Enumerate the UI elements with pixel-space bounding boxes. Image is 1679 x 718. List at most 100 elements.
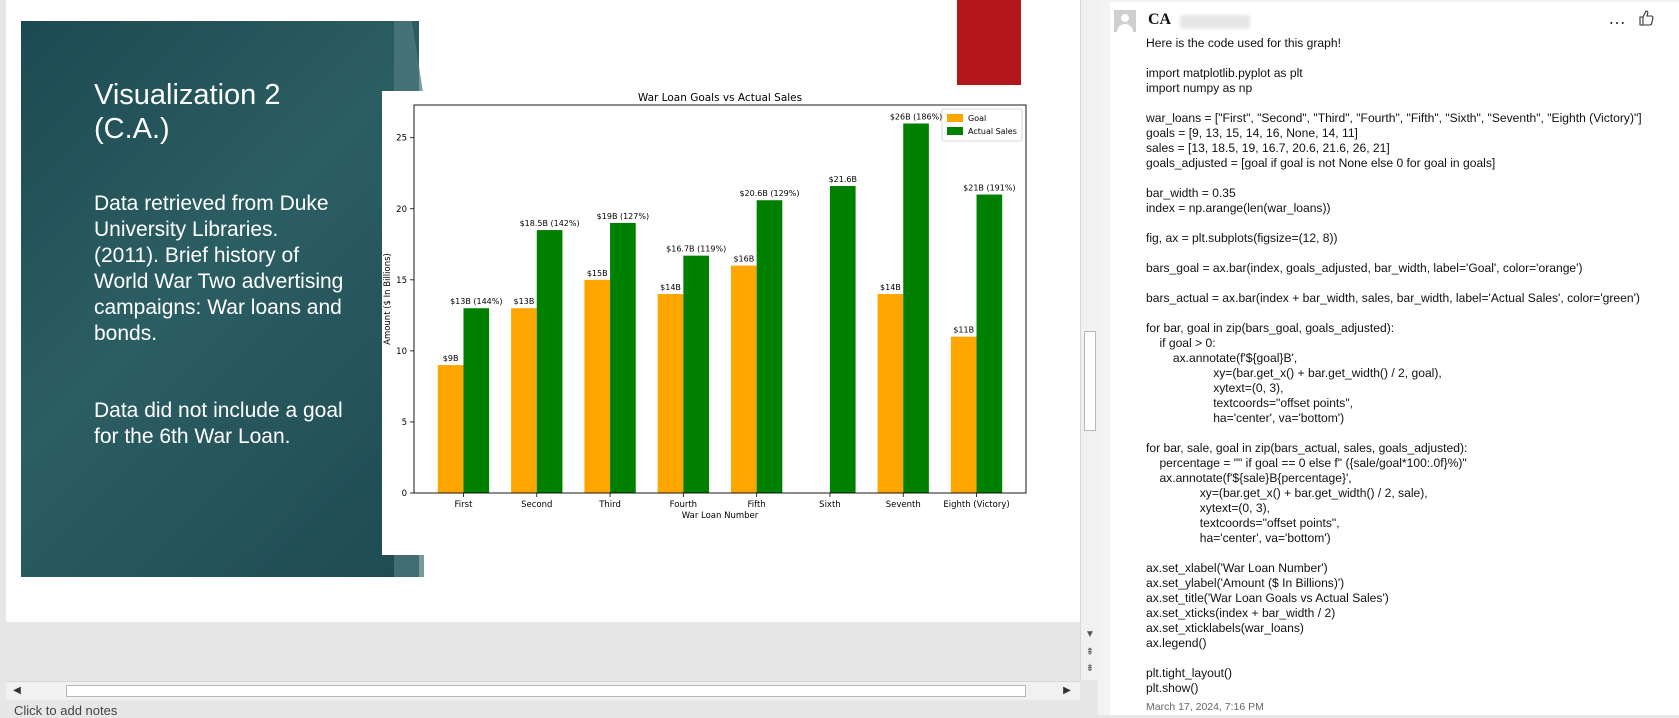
sales-data-label: $21.6B — [829, 175, 857, 184]
vertical-scroll-thumb[interactable] — [1084, 331, 1096, 431]
comment-line: percentage = "" if goal == 0 else f" ({s… — [1146, 456, 1467, 470]
vertical-scrollbar[interactable]: ▼ ⇞ ⇟ — [1080, 0, 1099, 680]
comment-line: ax.set_title('War Loan Goals vs Actual S… — [1146, 591, 1389, 605]
comment-line: index = np.arange(len(war_loans)) — [1146, 201, 1331, 215]
plot-frame — [413, 104, 1027, 494]
slide-canvas[interactable]: Visualization 2 (C.A.) Data retrieved fr… — [6, 0, 1080, 622]
comment-line: Here is the code used for this graph! — [1146, 36, 1341, 50]
comment-line: if goal > 0: — [1146, 336, 1216, 350]
slide-title[interactable]: Visualization 2 (C.A.) — [94, 78, 374, 146]
goal-data-label: $9B — [443, 354, 459, 363]
actual-sales-bar — [683, 255, 710, 493]
comment-timestamp: March 17, 2024, 7:16 PM — [1146, 701, 1264, 713]
goal-data-label: $14B — [660, 283, 681, 292]
x-tick-label: Fifth — [748, 500, 766, 510]
actual-sales-bar — [903, 123, 929, 493]
comment-line: goals_adjusted = [goal if goal is not No… — [1146, 156, 1496, 170]
red-rectangle-shape[interactable] — [957, 0, 1021, 85]
x-tick-label: Seventh — [886, 500, 921, 510]
comment-line: bars_actual = ax.bar(index + bar_width, … — [1146, 291, 1640, 305]
sales-data-label: $26B (186%) — [890, 112, 942, 121]
slide-title-line-1: Visualization 2 — [94, 79, 281, 111]
actual-sales-bar — [610, 222, 636, 493]
comment-line: textcoords="offset points", — [1146, 396, 1353, 410]
comment-line — [1146, 426, 1676, 441]
comment-line — [1146, 546, 1676, 561]
x-axis-label: War Loan Number — [682, 511, 759, 521]
comment-card[interactable]: CA … Here is the code used for this grap… — [1110, 2, 1679, 715]
x-tick-label: First — [455, 500, 474, 510]
scroll-left-button[interactable]: ◀ — [13, 685, 21, 696]
y-tick-label: 10 — [396, 347, 407, 357]
comment-line — [1146, 171, 1676, 186]
y-tick-label: 25 — [396, 134, 407, 144]
comment-line: ax.legend() — [1146, 636, 1207, 650]
y-tick-label: 20 — [396, 205, 407, 215]
comment-line: ax.set_xlabel('War Loan Number') — [1146, 561, 1328, 575]
comment-line: sales = [13, 18.5, 19, 16.7, 20.6, 21.6,… — [1146, 141, 1390, 155]
y-tick-label: 5 — [402, 418, 407, 428]
comment-line: fig, ax = plt.subplots(figsize=(12, 8)) — [1146, 231, 1338, 245]
comment-line: xy=(bar.get_x() + bar.get_width() / 2, s… — [1146, 486, 1428, 500]
sales-data-label: $19B (127%) — [597, 212, 649, 221]
sales-data-label: $16.7B (119%) — [666, 245, 726, 254]
comment-line: xy=(bar.get_x() + bar.get_width() / 2, g… — [1146, 366, 1442, 380]
slide-note-text[interactable]: Data did not include a goal for the 6th … — [94, 399, 343, 448]
comment-line: import numpy as np — [1146, 81, 1253, 95]
comment-body: Here is the code used for this graph! imp… — [1146, 36, 1676, 696]
goal-bar — [950, 336, 977, 493]
comment-author: CA — [1148, 11, 1172, 28]
comment-line — [1146, 306, 1676, 321]
actual-sales-bar — [756, 200, 783, 493]
next-slide-button[interactable]: ⇟ — [1085, 663, 1095, 674]
legend-label: Actual Sales — [968, 127, 1017, 136]
comment-line: textcoords="offset points", — [1146, 516, 1340, 530]
sales-data-label: $21B (191%) — [963, 184, 1015, 193]
comment-line — [1146, 276, 1676, 291]
goal-bar — [511, 308, 537, 493]
y-tick-label: 0 — [402, 489, 407, 499]
sales-data-label: $20.6B (129%) — [739, 189, 799, 198]
comment-line: ax.annotate(f'${goal}B', — [1146, 351, 1298, 365]
x-tick-label: Fourth — [670, 500, 697, 510]
more-options-icon[interactable]: … — [1608, 8, 1627, 28]
goal-data-label: $16B — [733, 255, 754, 264]
slide-editor-pane: Visualization 2 (C.A.) Data retrieved fr… — [6, 0, 1099, 718]
slide-source-text[interactable]: Data retrieved from Duke University Libr… — [94, 192, 344, 345]
horizontal-scroll-thumb[interactable] — [66, 685, 1026, 697]
comment-line: ha='center', va='bottom') — [1146, 531, 1331, 545]
comment-line: war_loans = ["First", "Second", "Third",… — [1146, 111, 1642, 125]
bar-chart: War Loan Goals vs Actual Sales 0 5 10 15 20 25… — [383, 92, 1027, 521]
goal-data-label: $13B — [514, 297, 535, 306]
comment-line: ax.annotate(f'${sale}B{percentage}', — [1146, 471, 1352, 485]
slide-title-panel — [21, 21, 419, 577]
scroll-down-button[interactable]: ▼ — [1085, 629, 1095, 640]
previous-slide-button[interactable]: ⇞ — [1085, 647, 1095, 658]
comment-line: import matplotlib.pyplot as plt — [1146, 66, 1303, 80]
legend-swatch — [947, 114, 963, 122]
sales-data-label: $18.5B (142%) — [520, 219, 580, 228]
notes-placeholder[interactable]: Click to add notes — [14, 703, 118, 718]
comment-line — [1146, 96, 1676, 111]
goal-bar — [584, 279, 611, 493]
comments-pane: CA … Here is the code used for this grap… — [1098, 0, 1679, 715]
avatar — [1114, 10, 1136, 32]
comment-line: goals = [9, 13, 15, 14, 16, None, 14, 11… — [1146, 126, 1358, 140]
like-icon[interactable] — [1638, 10, 1654, 26]
chart-title: War Loan Goals vs Actual Sales — [638, 92, 802, 104]
comment-line: ax.set_xticks(index + bar_width / 2) — [1146, 606, 1336, 620]
comment-line: ha='center', va='bottom') — [1146, 411, 1345, 425]
x-tick-label: Third — [598, 500, 621, 510]
horizontal-scrollbar[interactable]: ◀ ▶ — [6, 681, 1080, 700]
scroll-right-button[interactable]: ▶ — [1063, 685, 1071, 696]
chart-image[interactable]: War Loan Goals vs Actual Sales 0 5 10 15 20 25… — [382, 91, 1080, 555]
sales-data-label: $13B (144%) — [450, 297, 502, 306]
x-tick-label: Second — [521, 500, 552, 510]
comment-line: xytext=(0, 3), — [1146, 501, 1270, 515]
x-tick-label: Sixth — [819, 500, 841, 510]
goal-data-label: $15B — [587, 269, 608, 278]
y-axis-label: Amount ($ In Billions) — [383, 253, 393, 345]
x-tick-label: Eighth (Victory) — [943, 500, 1009, 510]
actual-sales-bar — [536, 230, 563, 494]
actual-sales-bar — [829, 186, 856, 493]
